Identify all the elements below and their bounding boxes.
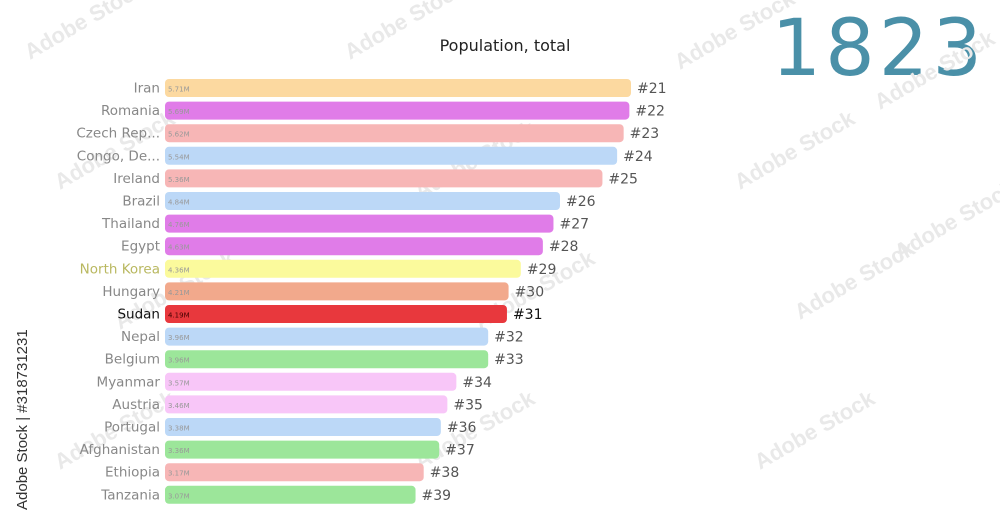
category-label: Nepal: [121, 329, 160, 345]
rank-label: #37: [445, 443, 475, 459]
year-label: 1823: [771, 4, 986, 94]
category-label: Myanmar: [97, 374, 161, 390]
value-label: 3.36M: [168, 447, 190, 455]
rank-label: #35: [453, 397, 483, 413]
category-label: North Korea: [80, 261, 160, 277]
bar: [165, 192, 560, 210]
chart-title: Population, total: [439, 36, 571, 55]
value-label: 5.69M: [168, 108, 190, 116]
category-label: Brazil: [122, 194, 160, 210]
bar: [165, 372, 457, 391]
watermark-tile: Adobe Stock: [20, 0, 150, 64]
value-label: 3.07M: [168, 492, 190, 500]
category-label: Egypt: [121, 239, 160, 255]
watermark-tile: Adobe Stock: [730, 105, 860, 194]
category-label: Czech Rep...: [76, 126, 160, 142]
value-label: 4.76M: [168, 221, 190, 229]
rank-label: #29: [527, 262, 557, 278]
category-label: Portugal: [104, 420, 160, 436]
rank-label: #39: [422, 488, 452, 504]
bar: [165, 79, 631, 97]
rank-label: #30: [515, 284, 545, 300]
bar: [165, 463, 424, 482]
category-label: Austria: [112, 397, 160, 413]
rank-label: #36: [447, 420, 477, 436]
value-label: 4.21M: [168, 289, 190, 297]
value-label: 3.96M: [168, 334, 190, 342]
rank-label: #26: [566, 194, 596, 210]
bar: [165, 237, 543, 256]
category-label: Tanzania: [100, 487, 160, 503]
value-label: 3.96M: [168, 357, 190, 365]
category-label: Afghanistan: [80, 442, 160, 458]
bar: [165, 214, 554, 233]
value-label: 5.62M: [168, 131, 190, 139]
bar: [165, 169, 603, 188]
bar: [165, 101, 630, 120]
rank-label: #24: [623, 149, 653, 165]
bar: [165, 259, 521, 278]
category-label: Sudan: [117, 307, 160, 323]
rank-label: #38: [430, 465, 460, 481]
bars-group: Iran 5.71M #21 Romania 5.69M #22 Czech Rep... 5…: [76, 79, 667, 504]
bar: [165, 418, 441, 436]
bar: [165, 440, 440, 459]
value-label: 3.46M: [168, 402, 190, 410]
bar: [165, 395, 448, 414]
value-label: 4.84M: [168, 199, 190, 207]
category-label: Ethiopia: [105, 465, 160, 481]
value-label: 3.38M: [168, 425, 190, 433]
bar: [165, 350, 489, 369]
category-label: Iran: [134, 81, 160, 97]
rank-label: #25: [608, 171, 638, 187]
bar: [165, 146, 618, 165]
rank-label: #33: [494, 352, 524, 368]
value-label: 4.36M: [168, 266, 190, 274]
watermark-tile: Adobe Stock: [870, 25, 1000, 114]
watermark-tile: Adobe Stock: [670, 0, 800, 74]
value-label: 5.71M: [168, 86, 190, 94]
rank-label: #32: [494, 330, 524, 346]
category-label: Thailand: [101, 216, 160, 232]
value-label: 3.17M: [168, 470, 190, 478]
bar: [165, 282, 509, 301]
value-label: 5.36M: [168, 176, 190, 184]
watermark-tile: Adobe Stock: [890, 175, 1000, 264]
value-label: 4.63M: [168, 244, 190, 252]
category-label: Ireland: [113, 171, 160, 187]
category-label: Belgium: [105, 352, 160, 368]
category-label: Romania: [101, 103, 160, 119]
value-label: 5.54M: [168, 153, 190, 161]
value-label: 3.57M: [168, 379, 190, 387]
category-label: Hungary: [102, 284, 160, 300]
rank-label: #21: [637, 81, 667, 97]
value-label: 4.19M: [168, 312, 190, 320]
bar: [165, 305, 507, 323]
rank-label: #23: [630, 126, 660, 142]
bar: [165, 124, 624, 143]
watermark-tile: Adobe Stock: [340, 0, 470, 64]
rank-label: #34: [462, 375, 492, 391]
rank-label: #31: [513, 307, 543, 323]
rank-label: #28: [549, 239, 579, 255]
rank-label: #22: [635, 104, 665, 120]
rank-label: #27: [559, 217, 589, 233]
bar: [165, 485, 416, 504]
category-label: Congo, De...: [77, 148, 160, 164]
watermark-tile: Adobe Stock: [750, 385, 880, 474]
bar: [165, 327, 489, 346]
